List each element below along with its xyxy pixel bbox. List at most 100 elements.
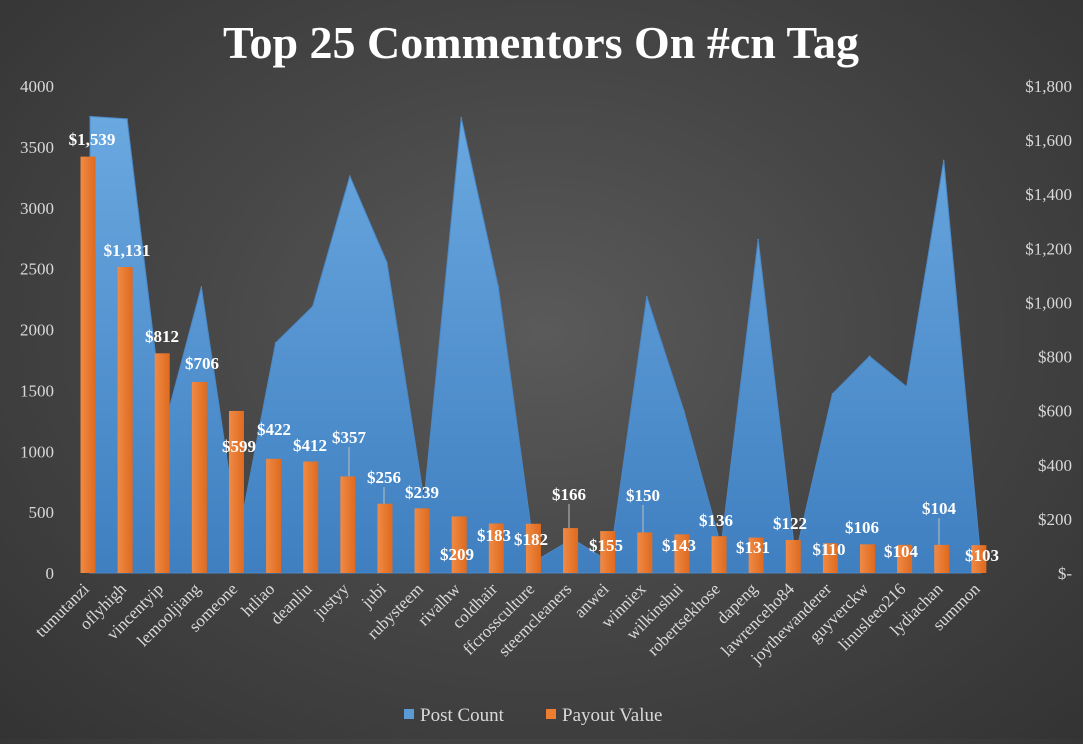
payout-bar-joythewanderer [822,543,838,573]
left-tick-label: 1500 [20,381,54,400]
payout-bar-jubi [377,503,393,573]
data-label-lemooljiang: $706 [185,354,219,373]
right-tick-label: $1,200 [1025,239,1072,258]
right-tick-label: $- [1058,564,1073,583]
data-label-lawrenceho84: $122 [773,514,807,533]
data-label-deanliu: $412 [293,436,327,455]
payout-bar-wilkinshui [674,534,690,573]
data-label-summon: $103 [965,546,999,565]
data-labels: $1,539 $1,131 $812 $706 $599$422$412 $357 $256… [69,130,999,565]
data-label-vincentyip: $812 [145,327,179,346]
left-tick-label: 4000 [20,77,54,96]
payout-bar-ffcrossculture [525,523,541,573]
post-count-point-jubi [386,261,388,264]
post-count-point-guyverckw [868,355,871,357]
post-count-point-joythewanderer [831,393,834,395]
payout-bar-robertsekhose [711,536,727,573]
data-label-joythewanderer: $110 [812,540,845,559]
payout-bar-tumutanzi [80,156,96,574]
data-label-jubi: $256 [367,468,401,487]
post-count-point-linusleeo216 [906,386,908,388]
data-label-oflyhigh: $1,131 [104,241,151,260]
legend-label-payout-value: Payout Value [562,705,662,726]
payout-bar-steemcleaners [563,528,579,573]
right-tick-label: $600 [1038,402,1072,421]
data-label-linusleeo216: $104 [884,542,919,561]
payout-value-series [80,156,987,574]
post-count-point-winniex [646,296,648,298]
post-count-point-coldhair [497,286,499,288]
payout-bar-winniex [637,532,653,573]
right-tick-label: $200 [1038,510,1072,529]
left-axis: 0 500 1000 1500 2000 2500 3000 3500 4000 [20,77,54,583]
payout-bar-oflyhigh [117,267,133,573]
post-count-area [89,115,982,574]
payout-bar-justyy [340,476,356,573]
data-label-rivalhw: $209 [440,545,474,564]
data-label-coldhair: $183 [477,526,511,545]
data-label-tumutanzi: $1,539 [69,130,116,149]
payout-bar-rubysteem [414,508,430,573]
right-axis: $- $200 $400 $600 $800 $1,000 $1,200 $1,400 $1,6… [1025,77,1072,583]
post-count-point-dapeng [757,238,759,241]
payout-bar-rivalhw [451,516,467,573]
left-tick-label: 500 [29,503,55,522]
category-label-deanliu: deanliu [267,579,316,628]
payout-bar-dapeng [748,537,764,573]
post-count-point-justyy [349,175,351,177]
data-label-someone: $599 [222,437,256,456]
right-tick-label: $1,600 [1025,131,1072,150]
legend-label-post-count: Post Count [420,705,505,726]
data-label-htliao: $422 [257,420,291,439]
payout-bar-htliao [266,458,282,573]
left-tick-label: 0 [46,564,55,583]
right-tick-label: $1,800 [1025,77,1072,96]
payout-bar-coldhair [488,523,504,573]
post-count-point-oflyhigh [126,118,128,120]
legend: Post Count Payout Value [404,705,662,726]
right-tick-label: $800 [1038,348,1072,367]
right-tick-label: $1,400 [1025,185,1072,204]
legend-swatch-post-count [404,709,414,719]
payout-bar-lydiachan [934,544,950,573]
payout-bar-vincentyip [154,353,170,573]
payout-bar-linusleeo216 [897,544,913,573]
post-count-point-lemooljiang [200,286,202,288]
chart-title: Top 25 Commentors On #cn Tag [223,17,859,68]
data-label-steemcleaners: $166 [552,485,586,504]
leader-lines [348,447,940,545]
post-count-point-lydiachan [943,159,945,161]
post-count-series [89,115,982,574]
payout-bar-deanliu [303,461,319,573]
left-tick-label: 2500 [20,260,54,279]
data-label-robertsekhose: $136 [699,511,733,530]
data-label-dapeng: $131 [736,538,770,557]
left-tick-label: 3000 [20,199,54,218]
data-label-ffcrossculture: $182 [514,530,548,549]
left-tick-label: 1000 [20,442,54,461]
data-label-justyy: $357 [332,428,367,447]
payout-bar-lawrenceho84 [785,539,801,573]
category-label-justyy: justyy [309,579,353,623]
post-count-point-deanliu [312,305,314,307]
payout-bar-lemooljiang [191,381,207,573]
data-label-lydiachan: $104 [922,499,957,518]
post-count-point-htliao [275,342,277,344]
right-tick-label: $1,000 [1025,293,1072,312]
data-label-rubysteem: $239 [405,483,439,502]
payout-bar-summon [971,545,987,573]
payout-bar-anwei [600,531,616,573]
right-tick-label: $400 [1038,456,1072,475]
data-label-guyverckw: $106 [845,518,879,537]
x-axis: tumutanzioflyhighvincentyiplemooljiangso… [31,579,984,668]
data-label-winniex: $150 [626,486,660,505]
data-label-wilkinshui: $143 [662,536,696,555]
post-count-point-rubysteem [423,499,425,501]
payout-bar-guyverckw [860,544,876,573]
left-tick-label: 2000 [20,321,54,340]
data-label-anwei: $155 [589,536,623,555]
payout-bar-someone [228,410,244,573]
legend-swatch-payout-value [546,709,556,719]
